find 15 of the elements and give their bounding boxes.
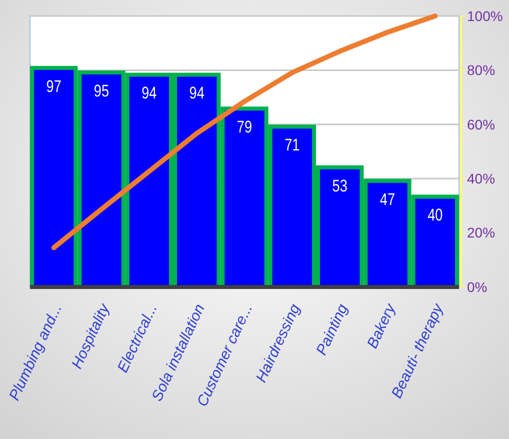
y2-tick-label: 100% xyxy=(467,8,503,24)
data-label: 97 xyxy=(46,78,62,96)
data-label: 94 xyxy=(142,84,158,104)
y2-tick-label: 80% xyxy=(467,62,496,78)
data-label: 94 xyxy=(189,84,205,104)
y2-tick-label: 40% xyxy=(467,170,496,186)
y2-tick-label: 20% xyxy=(467,224,496,241)
data-label: 95 xyxy=(94,82,110,101)
data-label: 71 xyxy=(284,136,300,156)
y2-tick-label: 60% xyxy=(467,116,496,132)
data-label: 79 xyxy=(236,118,252,138)
data-label: 40 xyxy=(428,206,443,226)
data-label: 53 xyxy=(332,176,348,196)
data-label: 47 xyxy=(380,190,396,210)
y2-tick-label: 0% xyxy=(467,278,488,295)
